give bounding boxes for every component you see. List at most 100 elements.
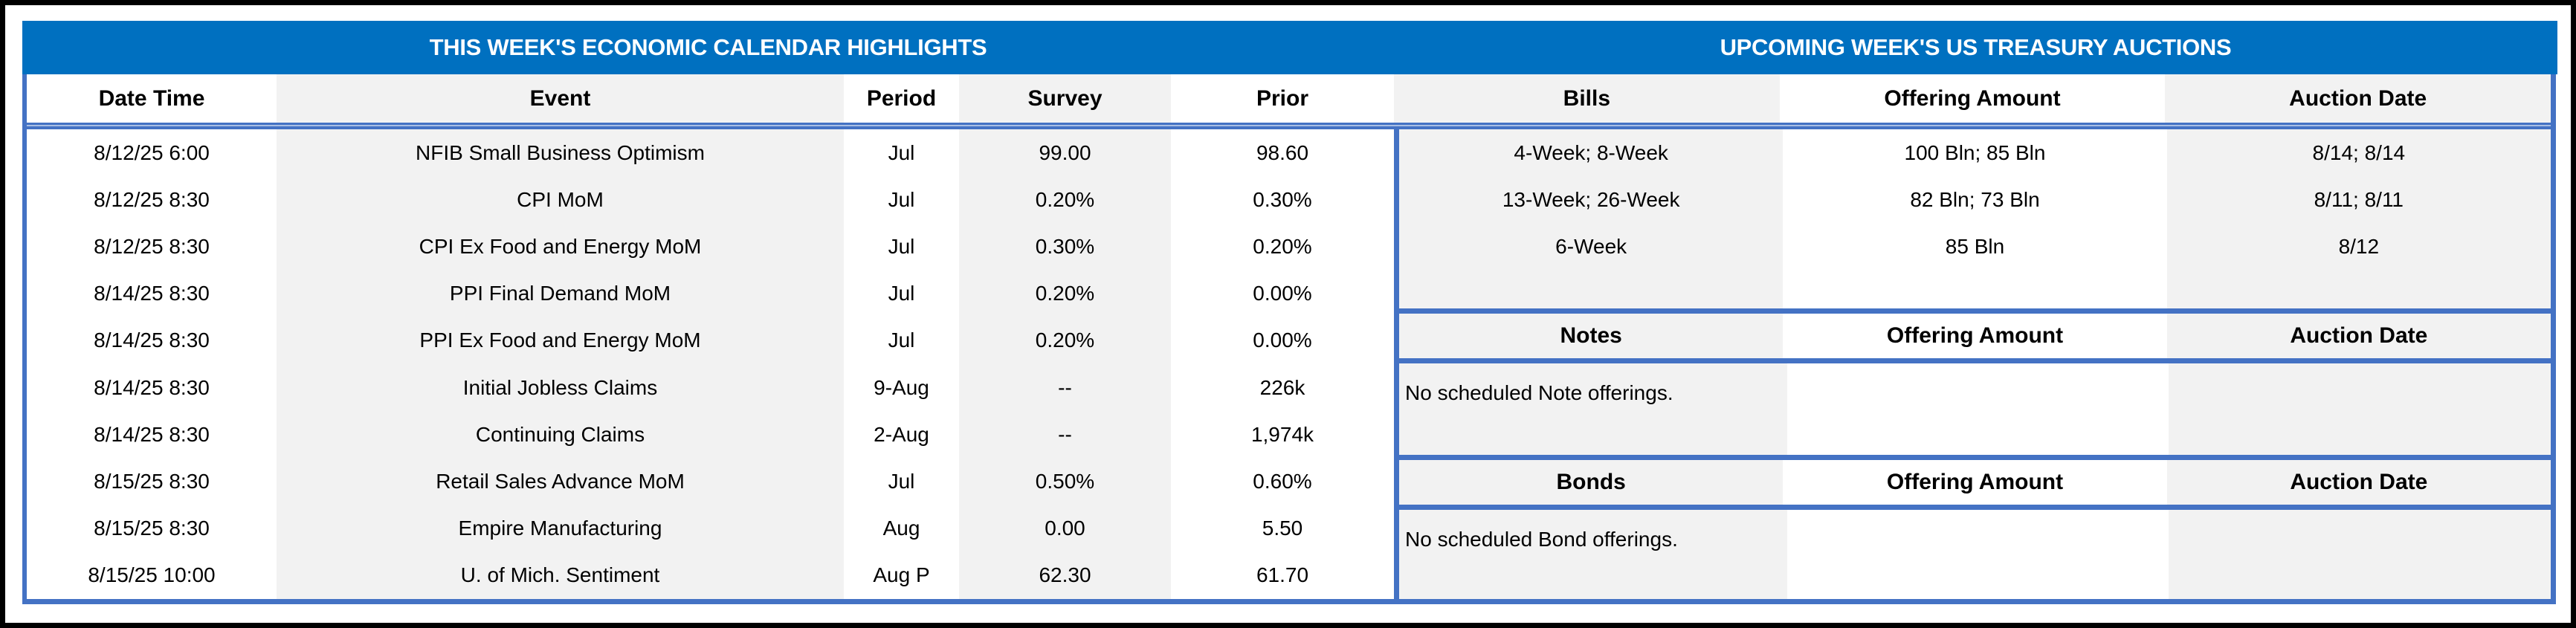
empty-cell bbox=[2166, 270, 2551, 308]
cell-event: NFIB Small Business Optimism bbox=[277, 129, 844, 177]
calendar-row: 8/12/25 6:00 NFIB Small Business Optimis… bbox=[27, 129, 1394, 177]
cell-period: Jul bbox=[888, 328, 915, 352]
cell-survey: 0.20% bbox=[959, 317, 1171, 365]
notes-message: No scheduled Note offerings. bbox=[1399, 363, 1787, 455]
calendar-row: 8/12/25 8:30 CPI MoM Jul 0.20% 0.30% bbox=[27, 176, 1394, 224]
title-bar: THIS WEEK'S ECONOMIC CALENDAR HIGHLIGHTS… bbox=[22, 21, 2557, 74]
cell-period: Jul bbox=[888, 140, 915, 164]
col-header-notes: Notes bbox=[1399, 314, 1783, 358]
cell-prior: 0.20% bbox=[1253, 235, 1312, 258]
cell-prior: 1,974k bbox=[1250, 422, 1314, 446]
bills-section: 4-Week; 8-Week 100 Bln; 85 Bln 8/14; 8/1… bbox=[1399, 129, 2551, 308]
calendar-row: 8/15/25 10:00 U. of Mich. Sentiment Aug … bbox=[27, 551, 1394, 600]
cell-prior: 0.00% bbox=[1253, 282, 1312, 305]
cell-bill-term: 13-Week; 26-Week bbox=[1399, 176, 1783, 223]
cell-offering-amount: 100 Bln; 85 Bln bbox=[1904, 140, 2046, 164]
notes-header-row: Notes Offering Amount Auction Date bbox=[1399, 314, 2551, 358]
cell-survey: -- bbox=[959, 364, 1171, 412]
cell-date-time: 8/14/25 8:30 bbox=[94, 422, 210, 446]
cell-event: CPI Ex Food and Energy MoM bbox=[277, 223, 844, 271]
col-header-survey: Survey bbox=[959, 74, 1171, 123]
cell-period: Jul bbox=[888, 470, 915, 493]
empty-cell bbox=[2169, 363, 2551, 455]
cell-period: Aug P bbox=[873, 563, 930, 587]
section-divider bbox=[1399, 455, 2551, 460]
section-divider bbox=[1399, 358, 2551, 363]
cell-period: Jul bbox=[888, 187, 915, 211]
calendar-row: 8/14/25 8:30 PPI Ex Food and Energy MoM … bbox=[27, 317, 1394, 365]
cell-survey: 0.00 bbox=[959, 505, 1171, 552]
col-header-prior: Prior bbox=[1256, 85, 1309, 111]
report-content: THIS WEEK'S ECONOMIC CALENDAR HIGHLIGHTS… bbox=[22, 21, 2557, 604]
cell-period: Jul bbox=[888, 282, 915, 305]
calendar-row: 8/15/25 8:30 Empire Manufacturing Aug 0.… bbox=[27, 505, 1394, 552]
col-header-offering-amount: Offering Amount bbox=[1884, 85, 2061, 111]
cell-event: U. of Mich. Sentiment bbox=[277, 551, 844, 600]
col-header-auction-date: Auction Date bbox=[2166, 460, 2551, 505]
cell-period: Jul bbox=[888, 235, 915, 258]
cell-survey: 0.20% bbox=[959, 270, 1171, 317]
cell-date-time: 8/12/25 6:00 bbox=[94, 140, 210, 164]
cell-date-time: 8/15/25 8:30 bbox=[94, 517, 210, 540]
cell-period: Aug bbox=[882, 517, 920, 540]
cell-prior: 0.30% bbox=[1253, 187, 1312, 211]
cell-survey: 62.30 bbox=[959, 551, 1171, 600]
calendar-row: 8/12/25 8:30 CPI Ex Food and Energy MoM … bbox=[27, 223, 1394, 271]
empty-cell bbox=[1787, 363, 2169, 455]
calendar-row: 8/14/25 8:30 Continuing Claims 2-Aug -- … bbox=[27, 411, 1394, 459]
calendar-row: 8/15/25 8:30 Retail Sales Advance MoM Ju… bbox=[27, 458, 1394, 505]
cell-offering-amount: 82 Bln; 73 Bln bbox=[1910, 187, 2040, 211]
section-divider bbox=[1399, 308, 2551, 314]
cell-prior: 0.00% bbox=[1253, 328, 1312, 352]
cell-event: Continuing Claims bbox=[277, 411, 844, 459]
cell-date-time: 8/15/25 10:00 bbox=[88, 563, 216, 587]
calendar-row: 8/14/25 8:30 Initial Jobless Claims 9-Au… bbox=[27, 364, 1394, 412]
col-header-offering-amount: Offering Amount bbox=[1886, 323, 2064, 348]
bonds-header-row: Bonds Offering Amount Auction Date bbox=[1399, 460, 2551, 505]
empty-cell bbox=[1783, 270, 2166, 308]
cell-period: 2-Aug bbox=[874, 422, 929, 446]
cell-date-time: 8/14/25 8:30 bbox=[94, 375, 210, 399]
col-header-offering-amount: Offering Amount bbox=[1886, 470, 2064, 494]
col-header-auction-date: Auction Date bbox=[2165, 74, 2551, 123]
header-rule bbox=[1394, 123, 2551, 129]
bills-header-row: Bills Offering Amount Auction Date bbox=[1394, 74, 2551, 123]
treasury-auctions-title: UPCOMING WEEK'S US TREASURY AUCTIONS bbox=[1720, 34, 2232, 60]
cell-survey: -- bbox=[959, 411, 1171, 459]
cell-prior: 0.60% bbox=[1253, 470, 1312, 493]
cell-survey: 0.30% bbox=[959, 223, 1171, 271]
bills-empty-row bbox=[1399, 270, 2551, 308]
cell-event: Initial Jobless Claims bbox=[277, 364, 844, 412]
cell-event: PPI Final Demand MoM bbox=[277, 270, 844, 317]
notes-section: No scheduled Note offerings. bbox=[1399, 363, 2551, 455]
col-header-auction-date: Auction Date bbox=[2166, 314, 2551, 358]
calendar-body: 8/12/25 6:00 NFIB Small Business Optimis… bbox=[27, 129, 1394, 600]
cell-event: PPI Ex Food and Energy MoM bbox=[277, 317, 844, 365]
cell-prior: 61.70 bbox=[1256, 563, 1309, 587]
cell-survey: 0.50% bbox=[959, 458, 1171, 505]
empty-cell bbox=[1787, 510, 2169, 599]
cell-prior: 226k bbox=[1259, 375, 1305, 399]
economic-calendar-table: Date Time Event Period Survey Prior 8/12… bbox=[22, 74, 1394, 604]
col-header-bonds: Bonds bbox=[1399, 460, 1783, 505]
cell-event: Retail Sales Advance MoM bbox=[277, 458, 844, 505]
section-divider bbox=[1399, 505, 2551, 510]
cell-prior: 5.50 bbox=[1262, 517, 1303, 540]
cell-date-time: 8/12/25 8:30 bbox=[94, 187, 210, 211]
cell-survey: 99.00 bbox=[959, 129, 1171, 177]
tables-container: Date Time Event Period Survey Prior 8/12… bbox=[22, 74, 2557, 604]
bills-row: 6-Week 85 Bln 8/12 bbox=[1399, 223, 2551, 270]
col-header-date-time: Date Time bbox=[98, 85, 205, 111]
cell-auction-date: 8/14; 8/14 bbox=[2166, 129, 2551, 176]
cell-date-time: 8/12/25 8:30 bbox=[94, 235, 210, 258]
header-rule bbox=[27, 123, 1394, 129]
cell-date-time: 8/15/25 8:30 bbox=[94, 470, 210, 493]
cell-period: 9-Aug bbox=[874, 375, 929, 399]
cell-auction-date: 8/11; 8/11 bbox=[2166, 176, 2551, 223]
cell-event: Empire Manufacturing bbox=[277, 505, 844, 552]
bonds-section: No scheduled Bond offerings. bbox=[1399, 510, 2551, 599]
bonds-message: No scheduled Bond offerings. bbox=[1399, 510, 1787, 599]
bills-row: 13-Week; 26-Week 82 Bln; 73 Bln 8/11; 8/… bbox=[1399, 176, 2551, 223]
cell-offering-amount: 85 Bln bbox=[1945, 234, 2005, 258]
